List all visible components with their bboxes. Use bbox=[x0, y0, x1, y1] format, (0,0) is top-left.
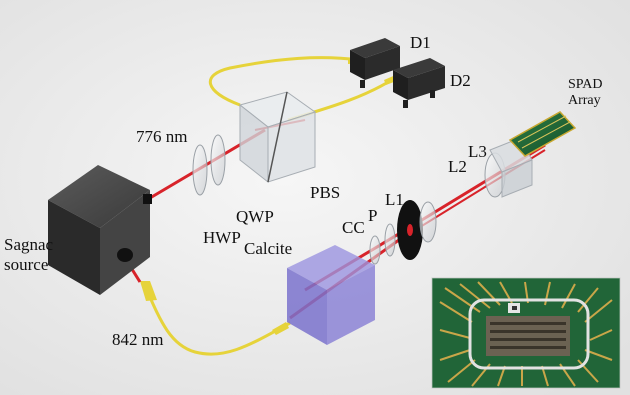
spad-chip-photo-inset bbox=[431, 277, 621, 389]
fiber-842nm bbox=[140, 281, 291, 356]
label-d2: D2 bbox=[450, 71, 471, 90]
label-p: P bbox=[368, 206, 377, 225]
label-array: Array bbox=[568, 93, 601, 108]
sagnac-source-box bbox=[48, 165, 152, 295]
lens-l1 bbox=[419, 201, 437, 243]
label-l2: L2 bbox=[448, 157, 467, 176]
label-qwp: QWP bbox=[236, 207, 274, 226]
iris-aperture bbox=[397, 200, 423, 260]
calcite-crystal bbox=[287, 245, 375, 345]
lens-l3 bbox=[489, 137, 533, 198]
label-776nm: 776 nm bbox=[136, 127, 187, 146]
label-sagnac: Sagnac bbox=[4, 235, 54, 254]
label-pbs: PBS bbox=[310, 183, 340, 202]
label-spad: SPAD bbox=[568, 77, 603, 92]
cc-plate bbox=[369, 235, 381, 265]
qwp-plate bbox=[210, 134, 226, 186]
label-d1: D1 bbox=[410, 33, 431, 52]
label-l1: L1 bbox=[385, 190, 404, 209]
hwp-plate bbox=[192, 144, 208, 196]
label-842nm: 842 nm bbox=[112, 330, 163, 349]
label-l3: L3 bbox=[468, 142, 487, 161]
label-source: source bbox=[4, 255, 48, 274]
pbs-cube bbox=[238, 91, 317, 184]
label-hwp: HWP bbox=[203, 228, 241, 247]
spad-array-chip bbox=[508, 111, 577, 157]
detector-d2 bbox=[393, 58, 445, 108]
label-cc: CC bbox=[342, 218, 365, 237]
label-calcite: Calcite bbox=[244, 239, 292, 258]
p-plate bbox=[384, 223, 396, 257]
detector-d1 bbox=[350, 38, 400, 88]
